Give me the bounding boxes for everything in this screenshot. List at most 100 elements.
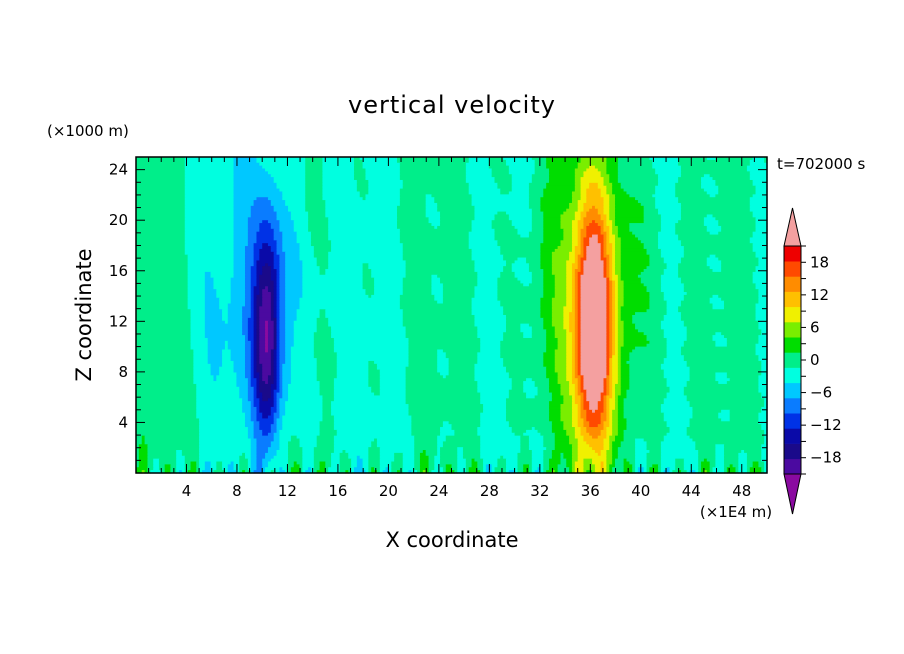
contour-cell: [583, 260, 605, 264]
contour-cell: [190, 329, 206, 333]
contour-cell: [531, 450, 544, 454]
contour-cell: [242, 309, 252, 313]
contour-cell: [614, 435, 625, 440]
contour-cell: [442, 421, 450, 425]
contour-cell: [612, 263, 616, 267]
contour-cell: [296, 461, 303, 465]
contour-cell: [511, 429, 527, 434]
contour-cell: [566, 274, 573, 279]
contour-cell: [606, 464, 610, 468]
contour-cell: [523, 464, 530, 468]
contour-cell: [574, 343, 579, 348]
contour-cell: [316, 470, 326, 474]
contour-cell: [491, 467, 496, 471]
contour-cell: [244, 340, 252, 345]
contour-cell: [193, 355, 209, 359]
contour-cell: [698, 470, 702, 474]
contour-cell: [204, 326, 243, 330]
contour-cell: [723, 450, 742, 454]
contour-cell: [285, 271, 303, 276]
contour-cell: [612, 251, 616, 256]
contour-cell: [408, 409, 484, 414]
contour-cell: [663, 329, 688, 333]
contour-cell: [190, 467, 197, 471]
contour-cell: [181, 470, 186, 474]
contour-cell: [190, 317, 206, 322]
contour-cell: [603, 237, 607, 241]
contour-cell: [557, 246, 573, 250]
contour-cell: [623, 412, 665, 417]
contour-cell: [399, 200, 427, 204]
contour-cell: [250, 458, 258, 463]
contour-cell: [589, 444, 605, 448]
contour-cell: [336, 375, 369, 379]
contour-cell: [316, 263, 329, 267]
contour-cell: [695, 444, 716, 448]
contour-cell: [379, 450, 415, 454]
contour-cell: [543, 441, 556, 445]
contour-cell: [253, 398, 260, 402]
contour-cell: [600, 214, 607, 218]
contour-cell: [617, 309, 622, 313]
contour-cell: [554, 349, 567, 353]
contour-cell: [244, 303, 252, 307]
contour-cell: [612, 360, 619, 365]
contour-cell: [603, 464, 607, 468]
contour-cell: [577, 162, 607, 167]
contour-cell: [285, 335, 295, 339]
contour-cell: [571, 228, 579, 233]
contour-cell: [256, 346, 260, 351]
contour-cell: [480, 343, 501, 348]
contour-cell: [715, 182, 754, 187]
contour-cell: [477, 464, 484, 468]
contour-cell: [577, 335, 582, 339]
contour-cell: [256, 355, 260, 359]
contour-cell: [603, 447, 610, 451]
contour-cell: [136, 392, 197, 397]
contour-cell: [612, 283, 616, 287]
contour-cell: [440, 432, 455, 437]
contour-cell: [471, 306, 504, 310]
contour-cell: [543, 289, 556, 293]
contour-cell: [368, 266, 407, 270]
contour-cell: [660, 217, 682, 221]
contour-cell: [411, 424, 444, 428]
contour-cell: [580, 401, 585, 405]
contour-cell: [204, 277, 215, 282]
contour-cell: [506, 323, 521, 328]
contour-cell: [761, 452, 768, 457]
contour-cell: [560, 383, 570, 388]
contour-cell: [623, 297, 650, 302]
contour-cell: [517, 277, 533, 282]
contour-cell: [497, 211, 507, 216]
contour-cell: [612, 409, 619, 414]
contour-cell: [285, 401, 324, 405]
contour-cell: [262, 464, 269, 468]
contour-cell: [293, 332, 315, 336]
contour-cell: [233, 188, 281, 193]
contour-cell: [617, 455, 636, 460]
contour-cell: [566, 375, 573, 379]
contour-cell: [184, 251, 235, 256]
contour-cell: [609, 418, 613, 422]
contour-cell: [678, 263, 708, 267]
contour-cell: [723, 303, 757, 307]
contour-cell: [506, 461, 519, 465]
contour-cell: [698, 452, 716, 457]
contour-cell: [267, 381, 275, 385]
contour-cell: [603, 444, 610, 448]
contour-cell: [686, 332, 716, 336]
contour-cell: [408, 355, 438, 359]
contour-cell: [609, 289, 613, 293]
contour-cell: [617, 312, 622, 316]
contour-cell: [623, 294, 650, 299]
contour-cell: [136, 205, 186, 210]
contour-cell: [250, 415, 258, 420]
contour-cell: [566, 461, 573, 465]
contour-cell: [471, 464, 478, 468]
contour-cell: [244, 277, 252, 282]
contour-cell: [620, 185, 656, 190]
contour-cell: [480, 421, 510, 425]
contour-cell: [262, 220, 269, 224]
contour-cell: [551, 470, 556, 474]
